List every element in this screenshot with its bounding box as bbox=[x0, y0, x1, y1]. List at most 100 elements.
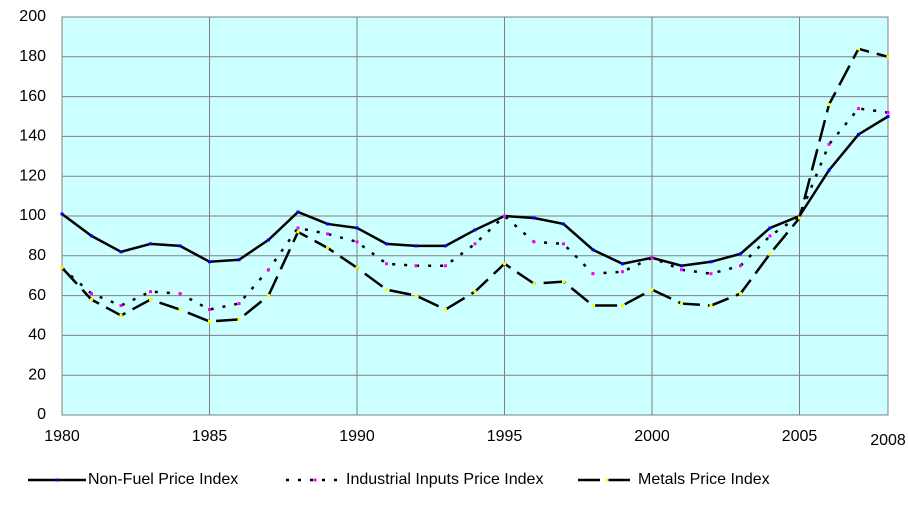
point-marker bbox=[178, 292, 182, 296]
point-marker bbox=[208, 308, 211, 312]
point-marker bbox=[886, 111, 890, 115]
point-marker bbox=[149, 242, 152, 246]
point-marker bbox=[296, 230, 300, 234]
point-marker bbox=[739, 252, 742, 256]
point-marker bbox=[503, 214, 506, 218]
point-marker bbox=[90, 298, 93, 302]
point-marker bbox=[621, 270, 624, 274]
point-marker bbox=[208, 260, 211, 264]
legend-label: Metals Price Index bbox=[638, 471, 770, 488]
point-marker bbox=[119, 314, 123, 317]
point-marker bbox=[591, 304, 595, 308]
x-tick-label: 2005 bbox=[782, 428, 818, 445]
point-marker bbox=[768, 226, 772, 230]
point-marker bbox=[857, 107, 860, 111]
point-marker bbox=[562, 242, 565, 246]
point-marker bbox=[798, 216, 801, 220]
point-marker bbox=[709, 260, 713, 264]
y-tick-label: 120 bbox=[19, 167, 46, 184]
point-marker bbox=[119, 304, 123, 308]
y-tick-label: 80 bbox=[28, 247, 46, 264]
legend-label: Non-Fuel Price Index bbox=[88, 471, 238, 488]
point-marker bbox=[296, 226, 300, 230]
y-tick-label: 100 bbox=[19, 207, 46, 224]
point-marker bbox=[237, 302, 241, 306]
point-marker bbox=[208, 319, 211, 323]
point-marker bbox=[709, 272, 713, 276]
point-marker bbox=[178, 244, 182, 248]
point-marker bbox=[385, 288, 388, 292]
point-marker bbox=[414, 264, 418, 268]
legend-marker bbox=[605, 478, 609, 482]
point-marker bbox=[739, 264, 742, 268]
point-marker bbox=[414, 244, 418, 248]
point-marker bbox=[591, 272, 595, 276]
point-marker bbox=[532, 240, 536, 244]
x-tick-label: 1985 bbox=[192, 428, 228, 445]
x-tick-label: 2008 bbox=[870, 432, 906, 449]
point-marker bbox=[444, 244, 447, 248]
point-marker bbox=[886, 55, 890, 59]
point-marker bbox=[385, 242, 388, 246]
point-marker bbox=[414, 294, 418, 298]
point-marker bbox=[326, 232, 329, 236]
point-marker bbox=[827, 142, 831, 146]
point-marker bbox=[709, 304, 713, 308]
y-tick-label: 160 bbox=[19, 88, 46, 105]
point-marker bbox=[296, 210, 300, 214]
y-tick-label: 60 bbox=[28, 287, 46, 304]
point-marker bbox=[532, 216, 536, 220]
point-marker bbox=[503, 262, 506, 266]
point-marker bbox=[149, 298, 152, 302]
legend-marker bbox=[313, 478, 317, 482]
point-marker bbox=[591, 248, 595, 252]
point-marker bbox=[827, 103, 831, 107]
point-marker bbox=[857, 47, 860, 51]
x-tick-label: 1980 bbox=[44, 428, 80, 445]
point-marker bbox=[473, 290, 477, 294]
point-marker bbox=[621, 304, 624, 308]
series-line bbox=[61, 107, 889, 311]
point-marker bbox=[355, 226, 359, 230]
point-marker bbox=[680, 268, 683, 272]
point-marker bbox=[178, 308, 182, 312]
y-tick-label: 0 bbox=[37, 406, 46, 423]
point-marker bbox=[90, 292, 93, 296]
point-marker bbox=[326, 222, 329, 226]
point-marker bbox=[680, 264, 683, 268]
y-tick-label: 200 bbox=[19, 8, 46, 25]
x-tick-label: 1990 bbox=[339, 428, 375, 445]
point-marker bbox=[267, 238, 270, 242]
point-marker bbox=[562, 280, 565, 284]
point-marker bbox=[621, 262, 624, 266]
point-marker bbox=[326, 246, 329, 250]
x-tick-label: 1995 bbox=[487, 428, 523, 445]
plot-border bbox=[61, 16, 889, 416]
point-marker bbox=[739, 292, 742, 296]
point-marker bbox=[60, 212, 64, 216]
point-marker bbox=[827, 168, 831, 172]
point-marker bbox=[60, 266, 64, 270]
point-marker bbox=[237, 258, 241, 262]
x-tick-label: 2000 bbox=[634, 428, 670, 445]
point-marker bbox=[857, 132, 860, 136]
legend-marker bbox=[55, 478, 59, 482]
point-marker bbox=[355, 266, 359, 270]
y-tick-label: 180 bbox=[19, 48, 46, 65]
point-marker bbox=[886, 115, 890, 118]
point-marker bbox=[473, 242, 477, 246]
point-marker bbox=[768, 234, 772, 238]
point-marker bbox=[237, 317, 241, 321]
point-marker bbox=[119, 250, 123, 254]
point-marker bbox=[473, 228, 477, 232]
point-marker bbox=[532, 282, 536, 286]
point-marker bbox=[768, 252, 772, 256]
legend-label: Industrial Inputs Price Index bbox=[346, 471, 543, 488]
point-marker bbox=[650, 256, 654, 260]
point-marker bbox=[650, 288, 654, 292]
point-marker bbox=[680, 302, 683, 306]
point-marker bbox=[385, 262, 388, 266]
point-marker bbox=[355, 240, 359, 244]
y-tick-label: 40 bbox=[28, 327, 46, 344]
